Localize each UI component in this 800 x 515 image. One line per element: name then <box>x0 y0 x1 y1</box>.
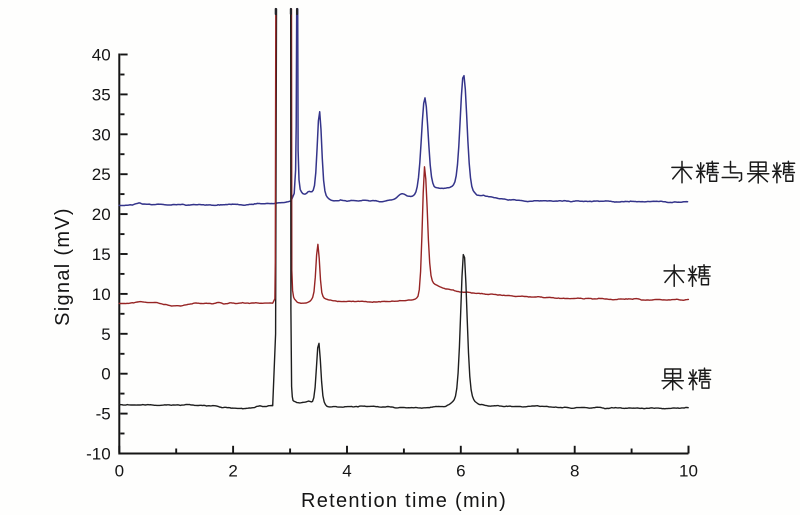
svg-text:-10: -10 <box>86 445 111 464</box>
svg-text:2: 2 <box>228 462 237 481</box>
svg-text:8: 8 <box>570 462 579 481</box>
svg-text:5: 5 <box>101 325 110 344</box>
svg-text:-5: -5 <box>96 405 111 424</box>
svg-text:15: 15 <box>92 245 111 264</box>
svg-text:0: 0 <box>101 365 110 384</box>
svg-text:0: 0 <box>115 462 124 481</box>
svg-text:40: 40 <box>92 46 111 65</box>
svg-text:10: 10 <box>92 285 111 304</box>
svg-text:25: 25 <box>92 165 111 184</box>
svg-text:20: 20 <box>92 205 111 224</box>
svg-text:10: 10 <box>679 462 698 481</box>
svg-text:30: 30 <box>92 125 111 144</box>
svg-text:6: 6 <box>456 462 465 481</box>
svg-text:35: 35 <box>92 85 111 104</box>
svg-text:Signal (mV): Signal (mV) <box>52 207 74 326</box>
svg-text:Retention time (min): Retention time (min) <box>301 490 507 512</box>
svg-text:4: 4 <box>342 462 351 481</box>
